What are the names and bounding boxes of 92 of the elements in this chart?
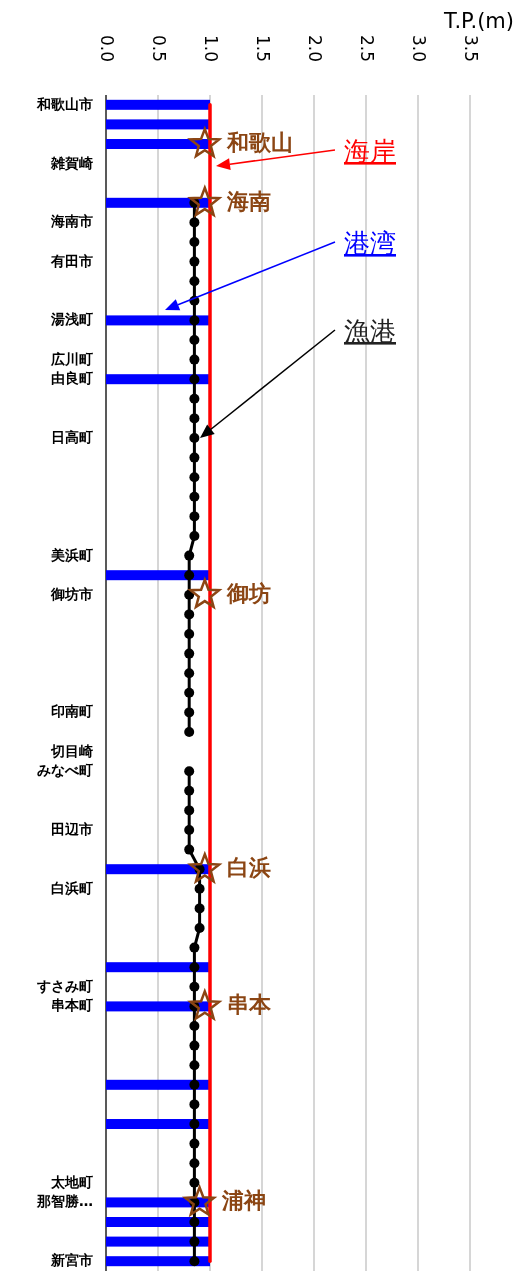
x-tick-label: 0.0 (97, 35, 117, 63)
point (189, 354, 200, 365)
y-tick-label: 串本町 (51, 997, 93, 1014)
point (187, 125, 223, 159)
point (184, 766, 195, 777)
y-tick-label: 切目崎 (50, 742, 93, 759)
point (189, 1040, 200, 1051)
point (189, 433, 200, 443)
point (182, 1184, 218, 1218)
x-tick-label: 2.0 (305, 35, 325, 63)
point (184, 648, 195, 659)
point (184, 785, 195, 796)
y-tick-label: 太地町 (50, 1173, 93, 1190)
point (184, 844, 195, 855)
y-tick-label: 那智勝… (36, 1193, 93, 1210)
point (189, 413, 200, 424)
legend-label: 海岸 (344, 136, 396, 166)
point (184, 550, 195, 561)
data-label: 海南 (225, 188, 271, 214)
y-tick-label: 由良町 (51, 370, 93, 387)
point (189, 1099, 200, 1110)
y-tick-label: 印南町 (51, 703, 93, 720)
point (184, 609, 195, 620)
y-tick-label: 和歌山市 (36, 95, 93, 112)
text: 港湾 (344, 228, 396, 258)
y-tick-label: 海南市 (50, 213, 93, 230)
point (189, 1119, 200, 1129)
data-label: 和歌山 (225, 130, 293, 155)
y-tick-label: 白浜町 (51, 879, 93, 896)
point (189, 1236, 200, 1247)
point (189, 1158, 200, 1169)
point (189, 1217, 200, 1227)
x-tick-label: 3.0 (409, 35, 429, 63)
point (187, 576, 223, 610)
y-tick-label: 御坊市 (50, 585, 93, 602)
point (189, 962, 200, 973)
point (187, 988, 223, 1022)
data-label: 白浜 (226, 855, 271, 881)
point (189, 237, 200, 247)
x-tick-label: 2.5 (357, 35, 377, 63)
point (189, 393, 200, 404)
data-label: 串本 (226, 992, 272, 1018)
point (184, 570, 195, 581)
y-tick-label: 広川町 (50, 350, 93, 367)
y-tick-label: 美浜町 (50, 546, 93, 563)
point (184, 707, 195, 718)
point (189, 374, 200, 385)
y-tick-label: すさみ町 (36, 977, 93, 994)
x-tick-label: 1.0 (201, 35, 221, 63)
y-tick-label: 湯浅町 (50, 311, 93, 328)
point (184, 727, 195, 737)
point (184, 687, 195, 698)
point (189, 452, 200, 463)
point (189, 256, 200, 267)
point (189, 1177, 200, 1188)
point (194, 883, 205, 894)
point (189, 1138, 200, 1149)
point (189, 531, 200, 541)
point (187, 184, 223, 218)
y-tick-label: 新宮市 (50, 1252, 93, 1269)
point (189, 472, 200, 483)
text: 漁港 (344, 316, 396, 346)
point (194, 923, 205, 933)
point (189, 491, 200, 502)
point (184, 668, 195, 679)
point (189, 315, 200, 326)
point (189, 217, 200, 228)
point (187, 851, 223, 885)
x-axis-title: T.P.(m) (443, 9, 514, 33)
y-tick-label: 有田市 (50, 252, 93, 269)
y-tick-label: 雑賀崎 (50, 154, 93, 171)
point (189, 942, 200, 953)
point (184, 825, 195, 835)
point (184, 629, 195, 639)
x-tick-label: 3.5 (461, 35, 481, 63)
x-tick-label: 0.5 (149, 35, 169, 63)
y-tick-label: 田辺市 (51, 821, 93, 837)
data-label: 御坊 (225, 580, 271, 606)
point (189, 511, 200, 522)
point (189, 276, 200, 287)
point (189, 1256, 200, 1267)
point (184, 805, 195, 816)
point (189, 1060, 200, 1071)
y-tick-label: みなべ町 (37, 762, 93, 779)
point (189, 1079, 200, 1090)
y-tick-label: 日高町 (51, 429, 93, 445)
point (194, 903, 205, 914)
point (189, 335, 200, 345)
point (189, 981, 200, 992)
data-label: 浦神 (220, 1188, 266, 1214)
x-tick-label: 1.5 (253, 35, 273, 63)
point (189, 1021, 200, 1031)
